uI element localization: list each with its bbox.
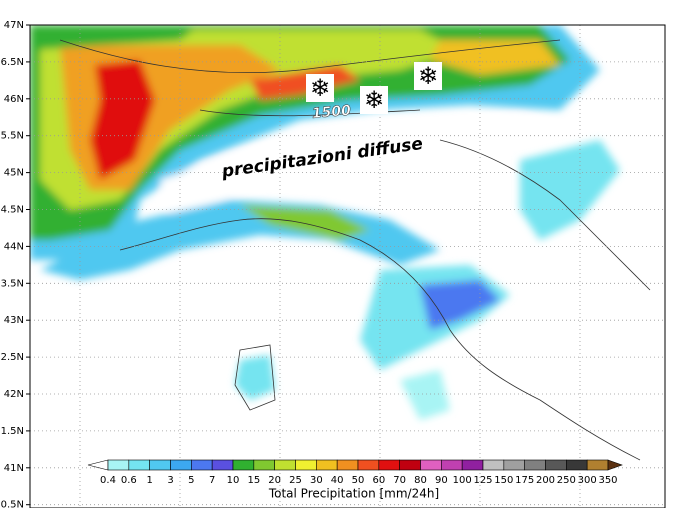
colorbar-box bbox=[441, 459, 463, 471]
colorbar-label: 15 bbox=[247, 475, 260, 486]
snow-level: 1500 bbox=[311, 103, 351, 122]
colorbar-box bbox=[586, 459, 609, 471]
lat-label: 0.5N bbox=[1, 500, 24, 508]
lat-label: 42N bbox=[4, 389, 24, 400]
colorbar-box bbox=[461, 459, 484, 471]
colorbar-box bbox=[295, 459, 317, 471]
colorbar-label: 0.4 bbox=[100, 475, 116, 486]
colorbar-title: Total Precipitation [mm/24h] bbox=[268, 487, 439, 501]
colorbar-box bbox=[503, 459, 525, 471]
colorbar-label: 7 bbox=[209, 475, 215, 486]
colorbar-box bbox=[253, 459, 275, 471]
lat-labels: 47N 6.5N 46N 5.5N 45N 4.5N 44N 3.5N 43N 2.5N 42N 1.… bbox=[1, 20, 30, 508]
colorbar-label: 150 bbox=[494, 475, 513, 486]
colorbar-label: 300 bbox=[578, 475, 597, 486]
colorbar-box bbox=[316, 459, 338, 471]
colorbar-label: 250 bbox=[557, 475, 576, 486]
svg-text:❄: ❄ bbox=[310, 74, 330, 102]
lat-label: 2.5N bbox=[1, 352, 24, 363]
snow-icons: ❄ ❄ ❄ bbox=[306, 62, 442, 114]
svg-text:❄: ❄ bbox=[418, 62, 438, 90]
colorbar-label: 0.6 bbox=[121, 475, 137, 486]
colorbar-label: 350 bbox=[598, 475, 617, 486]
colorbar-label: 1 bbox=[146, 475, 152, 486]
lat-label: 5.5N bbox=[1, 131, 24, 142]
colorbar-label: 125 bbox=[473, 475, 492, 486]
snow-icon: ❄ bbox=[306, 74, 334, 102]
colorbar-box bbox=[524, 459, 546, 471]
colorbar-label: 50 bbox=[352, 475, 365, 486]
colorbar-box bbox=[274, 459, 296, 471]
colorbar-box bbox=[545, 459, 567, 471]
lat-label: 43N bbox=[4, 315, 24, 326]
map-frame bbox=[29, 24, 666, 508]
lat-label: 3.5N bbox=[1, 278, 24, 289]
colorbar-label: 100 bbox=[453, 475, 472, 486]
colorbar-label: 10 bbox=[227, 475, 240, 486]
colorbar-box bbox=[211, 459, 234, 471]
map-area bbox=[30, 25, 665, 508]
colorbar-box bbox=[378, 459, 400, 471]
lat-label: 45N bbox=[4, 168, 24, 179]
lat-label: 44N bbox=[4, 241, 24, 252]
lat-label: 1.5N bbox=[1, 426, 24, 437]
lat-label: 6.5N bbox=[1, 57, 24, 68]
lat-label: 41N bbox=[4, 463, 24, 474]
snow-icon: ❄ bbox=[414, 62, 442, 90]
colorbar-label: 3 bbox=[167, 475, 173, 486]
colorbar-box bbox=[232, 459, 255, 471]
colorbar-box bbox=[170, 459, 192, 471]
colorbar-box bbox=[566, 459, 588, 471]
colorbar-box bbox=[107, 459, 130, 471]
colorbar-label: 175 bbox=[515, 475, 534, 486]
svg-text:❄: ❄ bbox=[364, 86, 384, 114]
colorbar-label: 30 bbox=[310, 475, 323, 486]
colorbar-box bbox=[399, 459, 421, 471]
lat-label: 4.5N bbox=[1, 205, 24, 216]
colorbar-label: 80 bbox=[414, 475, 427, 486]
colorbar-box bbox=[357, 459, 380, 471]
colorbar-box bbox=[420, 459, 442, 471]
colorbar-box bbox=[149, 459, 171, 471]
lat-label: 46N bbox=[4, 94, 24, 105]
colorbar-label: 200 bbox=[536, 475, 555, 486]
colorbar-label: 60 bbox=[372, 475, 385, 486]
colorbar-box bbox=[191, 459, 213, 471]
colorbar-over bbox=[607, 459, 623, 471]
lat-label: 47N bbox=[4, 20, 24, 31]
colorbar: 0.4 0.6 1 3 5 7 10 15 20 25 30 40 50 60 70 80 90 100 125 15… bbox=[87, 459, 623, 486]
colorbar-box bbox=[128, 459, 150, 471]
colorbar-label: 20 bbox=[268, 475, 281, 486]
colorbar-label: 25 bbox=[289, 475, 302, 486]
colorbar-box bbox=[482, 459, 505, 471]
colorbar-box bbox=[336, 459, 359, 471]
colorbar-label: 40 bbox=[331, 475, 344, 486]
colorbar-label: 5 bbox=[188, 475, 194, 486]
colorbar-label: 70 bbox=[393, 475, 406, 486]
snow-icon: ❄ bbox=[360, 86, 388, 114]
colorbar-label: 90 bbox=[435, 475, 448, 486]
